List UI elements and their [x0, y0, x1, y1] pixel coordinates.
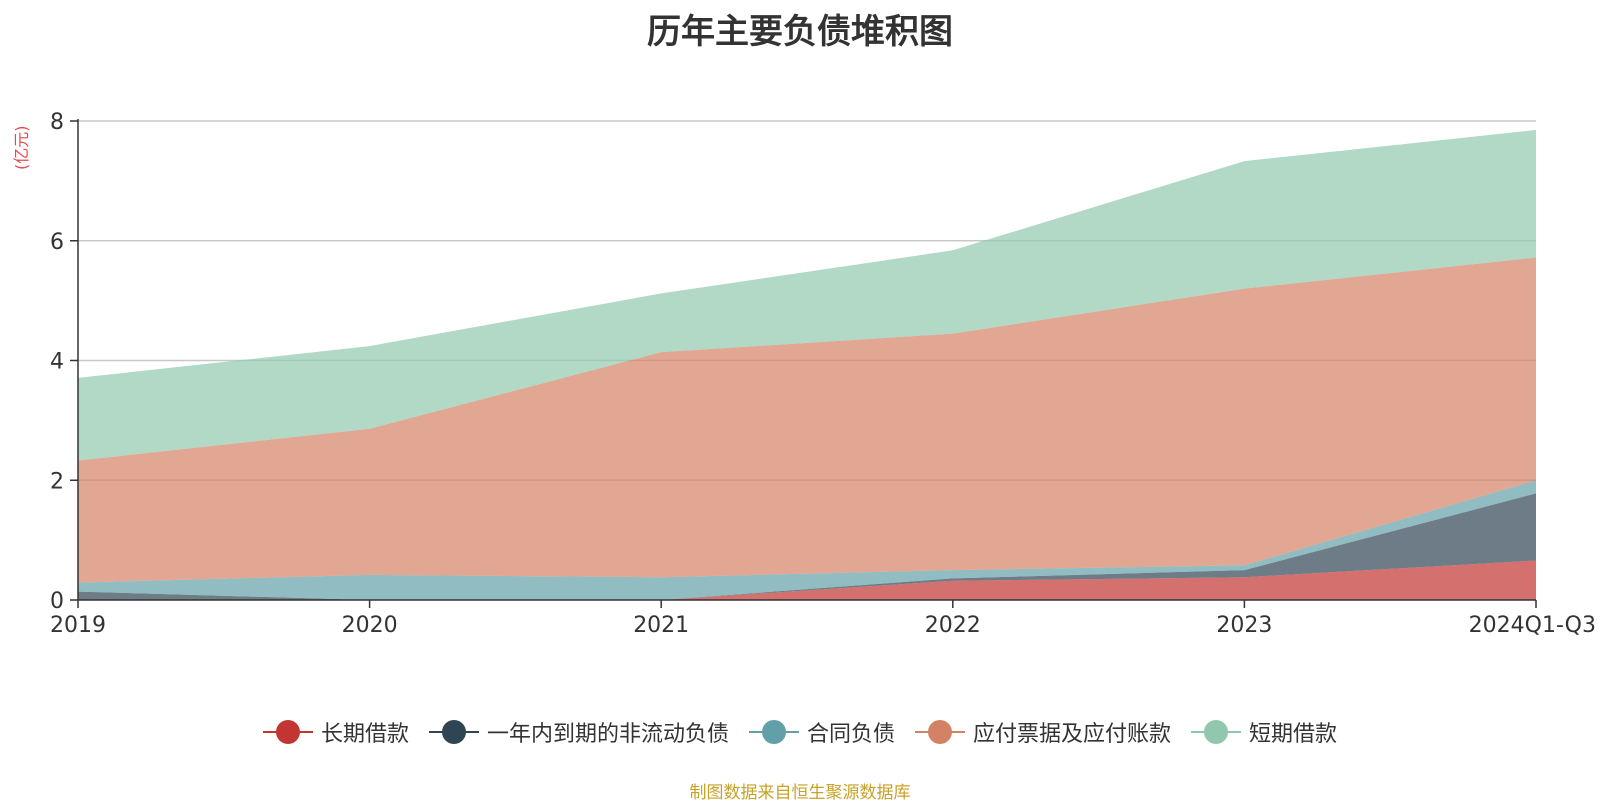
x-tick-label: 2022: [925, 613, 981, 638]
data-source-footer: 制图数据来自恒生聚源数据库: [689, 783, 911, 803]
legend-swatch: [748, 720, 799, 744]
x-tick-label: 2019: [50, 613, 106, 638]
area-series-4: [78, 130, 1536, 461]
x-tick-label: 2023: [1216, 613, 1272, 638]
legend-swatch: [915, 720, 965, 744]
chart-title: 历年主要负债堆积图: [647, 12, 953, 52]
x-tick-label: 2024Q1-Q3: [1469, 613, 1596, 638]
legend-label: 应付票据及应付账款: [973, 722, 1172, 747]
area-series-1: [78, 493, 1536, 600]
y-tick-label: 2: [50, 469, 64, 494]
area-series-3: [78, 257, 1536, 583]
stacked-area-chart: 0 2 4 6 8 2019 2020 2021 2022 2023 2024Q1-Q3: [50, 110, 1596, 638]
legend-item-4[interactable]: 短期借款: [1191, 716, 1337, 748]
legend-item-2[interactable]: 合同负债: [748, 716, 895, 748]
legend-swatch: [1191, 720, 1242, 744]
area-layer: [78, 130, 1536, 600]
legend-item-3[interactable]: 应付票据及应付账款: [915, 716, 1171, 748]
legend-label: 合同负债: [806, 722, 895, 747]
legend-label: 长期借款: [320, 722, 409, 747]
x-tick-label: 2020: [342, 613, 398, 638]
x-tick-label: 2021: [633, 613, 689, 638]
y-tick-label: 8: [50, 110, 64, 135]
area-series-0: [78, 560, 1536, 600]
legend-label: 短期借款: [1249, 722, 1338, 747]
y-tick-label: 0: [50, 589, 64, 614]
legend: 长期借款 一年内到期的非流动负债 合同负债 应付票据及应付账款 短期借款: [0, 716, 1600, 748]
legend-item-0[interactable]: 长期借款: [262, 716, 409, 748]
axes: [70, 119, 1537, 608]
y-tick-label: 6: [50, 230, 64, 255]
legend-swatch: [262, 720, 313, 744]
legend-label: 一年内到期的非流动负债: [486, 722, 729, 747]
legend-swatch: [428, 720, 479, 744]
y-tick-label: 4: [50, 350, 64, 375]
area-series-2: [78, 480, 1536, 600]
tick-labels: 0 2 4 6 8 2019 2020 2021 2022 2023 2024Q1-Q3: [50, 110, 1596, 638]
legend-item-1[interactable]: 一年内到期的非流动负债: [428, 716, 729, 748]
